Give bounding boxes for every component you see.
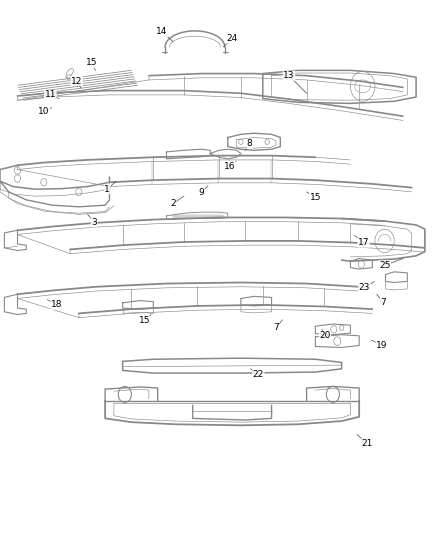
- Text: 1: 1: [104, 185, 110, 193]
- Text: 14: 14: [156, 28, 168, 36]
- Text: 20: 20: [319, 332, 331, 340]
- Text: 12: 12: [71, 77, 82, 85]
- Text: 9: 9: [198, 189, 205, 197]
- Text: 18: 18: [51, 301, 63, 309]
- Text: 22: 22: [253, 370, 264, 379]
- Text: 7: 7: [380, 298, 386, 307]
- Text: 23: 23: [359, 284, 370, 292]
- Text: 8: 8: [247, 140, 253, 148]
- Text: 16: 16: [224, 162, 236, 171]
- Text: 3: 3: [91, 218, 97, 227]
- Text: 13: 13: [283, 71, 295, 80]
- Text: 15: 15: [86, 59, 98, 67]
- Text: 21: 21: [361, 439, 373, 448]
- Text: 17: 17: [358, 238, 369, 247]
- Text: 19: 19: [376, 341, 388, 350]
- Text: 10: 10: [38, 108, 49, 116]
- Text: 2: 2: [170, 199, 176, 208]
- Text: 25: 25: [379, 261, 390, 270]
- Text: 15: 15: [310, 193, 321, 201]
- Text: 11: 11: [45, 91, 56, 99]
- Text: 24: 24: [226, 34, 238, 43]
- Text: 15: 15: [139, 317, 150, 325]
- Text: 7: 7: [273, 324, 279, 332]
